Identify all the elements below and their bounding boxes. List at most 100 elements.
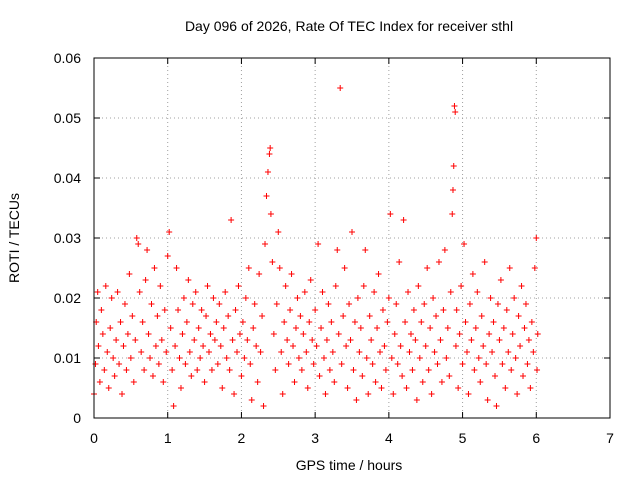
x-tick-label: 0 bbox=[90, 430, 98, 446]
data-point bbox=[127, 355, 134, 361]
data-point bbox=[250, 325, 257, 331]
data-point bbox=[197, 355, 204, 361]
plot-frame bbox=[93, 57, 611, 419]
data-point bbox=[257, 349, 264, 355]
data-point bbox=[449, 211, 456, 217]
data-point bbox=[104, 349, 111, 355]
data-point bbox=[419, 379, 426, 385]
data-point bbox=[245, 265, 252, 271]
data-point bbox=[509, 331, 516, 337]
chart-title: Day 096 of 2026, Rate Of TEC Index for r… bbox=[185, 18, 513, 34]
data-point bbox=[369, 361, 376, 367]
data-point bbox=[506, 265, 513, 271]
data-point bbox=[325, 301, 332, 307]
data-point bbox=[281, 319, 288, 325]
data-point bbox=[394, 361, 401, 367]
data-point bbox=[515, 313, 522, 319]
x-tick-label: 3 bbox=[311, 430, 319, 446]
data-point bbox=[341, 265, 348, 271]
data-point bbox=[332, 283, 339, 289]
data-point bbox=[123, 367, 130, 373]
data-point bbox=[374, 325, 381, 331]
data-point bbox=[167, 325, 174, 331]
data-point bbox=[313, 343, 320, 349]
data-point bbox=[208, 367, 215, 373]
data-point bbox=[518, 283, 525, 289]
data-point bbox=[276, 265, 283, 271]
data-point bbox=[105, 385, 112, 391]
data-point bbox=[350, 367, 357, 373]
data-point bbox=[192, 289, 199, 295]
x-axis-title: GPS time / hours bbox=[296, 457, 403, 473]
data-point bbox=[403, 385, 410, 391]
data-point bbox=[463, 349, 470, 355]
data-point bbox=[455, 385, 462, 391]
data-point bbox=[346, 301, 353, 307]
data-point bbox=[500, 325, 507, 331]
data-point bbox=[130, 379, 137, 385]
data-point bbox=[437, 337, 444, 343]
data-point bbox=[180, 295, 187, 301]
data-point bbox=[494, 301, 501, 307]
x-tick-label: 5 bbox=[459, 430, 467, 446]
data-point bbox=[461, 241, 468, 247]
data-point bbox=[415, 283, 422, 289]
data-point bbox=[474, 289, 481, 295]
y-axis-title: ROTI / TECUs bbox=[6, 193, 22, 283]
data-point bbox=[405, 289, 412, 295]
data-point bbox=[343, 343, 350, 349]
data-point bbox=[205, 349, 212, 355]
y-tick-label: 0.01 bbox=[54, 350, 81, 366]
data-point bbox=[225, 313, 232, 319]
data-point bbox=[151, 265, 158, 271]
data-point bbox=[138, 349, 145, 355]
data-point bbox=[360, 283, 367, 289]
data-point bbox=[435, 259, 442, 265]
data-point bbox=[382, 367, 389, 373]
data-point bbox=[244, 337, 251, 343]
data-point bbox=[175, 307, 182, 313]
data-point bbox=[144, 247, 151, 253]
y-tick-label: 0 bbox=[73, 410, 81, 426]
data-point bbox=[154, 313, 161, 319]
data-point bbox=[316, 373, 323, 379]
data-point bbox=[309, 337, 316, 343]
data-point bbox=[478, 313, 485, 319]
data-point bbox=[186, 349, 193, 355]
data-point bbox=[512, 355, 519, 361]
data-point bbox=[270, 331, 277, 337]
data-point bbox=[412, 337, 419, 343]
data-point bbox=[204, 283, 211, 289]
data-point bbox=[275, 229, 282, 235]
data-point bbox=[99, 331, 106, 337]
data-point bbox=[407, 331, 414, 337]
data-point bbox=[375, 271, 382, 277]
data-point bbox=[248, 397, 255, 403]
data-point bbox=[400, 217, 407, 223]
data-point bbox=[344, 385, 351, 391]
data-point bbox=[534, 367, 541, 373]
data-point bbox=[524, 361, 531, 367]
data-point bbox=[182, 361, 189, 367]
data-point bbox=[262, 241, 269, 247]
data-point bbox=[452, 109, 459, 115]
data-point bbox=[291, 379, 298, 385]
y-axis-tick-labels: 0 0.01 0.02 0.03 0.04 0.05 0.06 bbox=[54, 50, 81, 426]
data-point bbox=[287, 307, 294, 313]
data-point bbox=[502, 385, 509, 391]
x-tick-label: 4 bbox=[385, 430, 393, 446]
data-point bbox=[347, 337, 354, 343]
data-point bbox=[477, 379, 484, 385]
data-point bbox=[497, 277, 504, 283]
data-point bbox=[142, 277, 149, 283]
data-point bbox=[285, 361, 292, 367]
data-point bbox=[297, 313, 304, 319]
data-point bbox=[472, 325, 479, 331]
data-point bbox=[133, 235, 140, 241]
data-point bbox=[520, 373, 527, 379]
data-point bbox=[517, 343, 524, 349]
data-point bbox=[418, 319, 425, 325]
y-tick-label: 0.02 bbox=[54, 290, 81, 306]
data-point bbox=[530, 349, 537, 355]
data-point bbox=[391, 331, 398, 337]
